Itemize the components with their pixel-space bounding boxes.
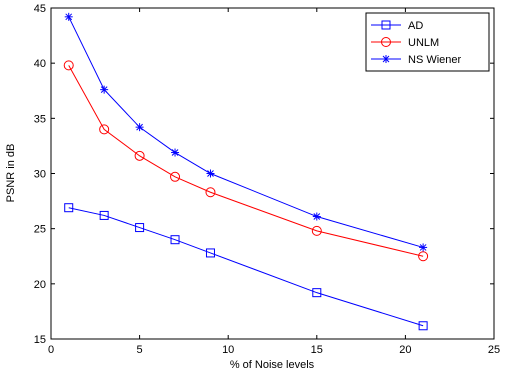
series-group [63, 12, 429, 331]
legend-item-ad: AD [371, 20, 423, 32]
legend-label-ns-wiener: NS Wiener [408, 54, 462, 66]
legend-swatch-marker [382, 55, 390, 63]
axis-ticks: 0 5 10 15 20 25 15 20 25 30 35 40 45 [34, 3, 500, 356]
data-point-unlm [134, 150, 145, 161]
data-point-ad [135, 223, 145, 233]
y-tick-label: 45 [34, 3, 46, 15]
series-ns-wiener [64, 12, 428, 252]
data-point-unlm [205, 187, 216, 198]
series-line-unlm [68, 65, 424, 257]
y-axis-label: PSNR in dB [5, 144, 17, 203]
y-tick-label: 30 [34, 169, 46, 181]
legend-swatch-marker [381, 20, 391, 30]
x-axis-label: % of Noise levels [230, 359, 315, 371]
legend-label-ad: AD [408, 20, 423, 32]
legend-item-unlm: UNLM [371, 37, 439, 49]
x-tick-label: 15 [311, 344, 323, 356]
data-point-ns-wiener [206, 169, 215, 178]
data-point-ns-wiener [135, 123, 144, 132]
x-tick-label: 0 [48, 344, 54, 356]
data-point-ad [99, 210, 109, 220]
series-line-ad [68, 207, 424, 327]
series-unlm [63, 60, 429, 262]
data-point-ns-wiener [171, 148, 180, 157]
data-point-ns-wiener [64, 12, 73, 21]
y-tick-label: 40 [34, 58, 46, 70]
y-tick-label: 25 [34, 224, 46, 236]
legend-label-unlm: UNLM [408, 37, 439, 49]
data-point-unlm [418, 251, 429, 262]
data-point-unlm [311, 225, 322, 236]
data-point-unlm [99, 124, 110, 135]
x-tick-label: 10 [222, 344, 234, 356]
data-point-ns-wiener [100, 85, 109, 94]
data-point-unlm [170, 171, 181, 182]
data-point-ns-wiener [312, 212, 321, 221]
data-point-ad [312, 288, 322, 298]
data-point-ad [64, 203, 74, 213]
data-point-unlm [63, 60, 74, 71]
legend-swatch-marker [381, 37, 391, 47]
data-point-ns-wiener [419, 243, 428, 252]
legend: AD UNLM NS Wiener [365, 12, 490, 72]
series-ad [64, 203, 428, 331]
y-tick-label: 35 [34, 113, 46, 125]
data-point-ad [205, 248, 215, 258]
x-tick-label: 20 [399, 344, 411, 356]
y-tick-label: 20 [34, 279, 46, 291]
legend-item-ns-wiener: NS Wiener [371, 54, 462, 66]
data-point-ad [418, 321, 428, 331]
x-tick-label: 25 [488, 344, 500, 356]
x-tick-label: 5 [137, 344, 143, 356]
y-tick-label: 15 [34, 334, 46, 346]
data-point-ad [170, 235, 180, 245]
